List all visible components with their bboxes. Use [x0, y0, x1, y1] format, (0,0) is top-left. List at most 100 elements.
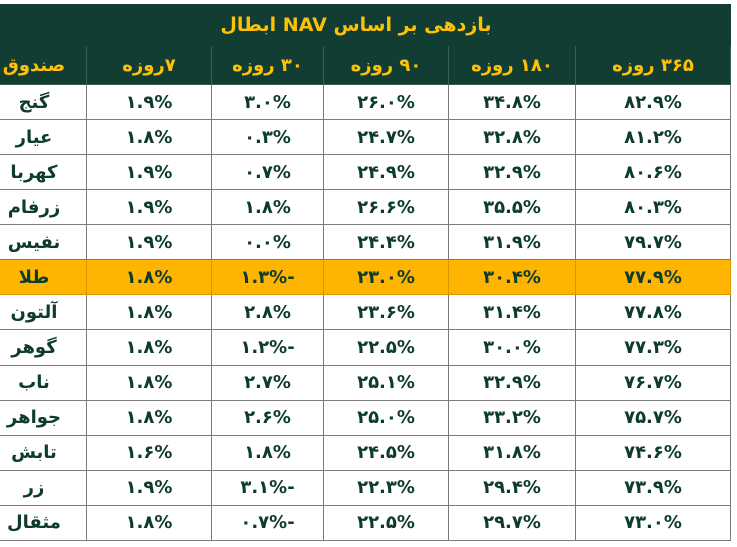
return-cell-d90: ۲۴.۹%	[323, 154, 449, 191]
return-cell-d7: ۱.۹%	[86, 189, 212, 226]
return-cell-d180: ۳۲.۹%	[448, 364, 576, 401]
table-row[interactable]: ۸۰.۳% ۳۵.۵% ۲۶.۶% ۱.۸% ۱.۹% زرفام	[0, 189, 731, 226]
column-header-fund[interactable]: صندوق	[0, 45, 88, 85]
return-cell-d365: ۷۹.۷%	[575, 224, 731, 261]
table-title: بازدهی بر اساس NAV ابطال	[0, 4, 732, 46]
column-header-365-day[interactable]: ۳۶۵ روزه	[575, 45, 731, 85]
column-header-7-day[interactable]: ۷روزه	[86, 45, 212, 85]
table-row[interactable]: ۷۴.۶% ۳۱.۸% ۲۴.۵% ۱.۸% ۱.۶% تابش	[0, 434, 731, 471]
return-cell-d90: ۲۶.۶%	[323, 189, 449, 226]
return-cell-d30: ۲.۶%	[211, 399, 324, 436]
table-row[interactable]: ۷۷.۹% ۳۰.۴% ۲۳.۰% -۱.۳% ۱.۸% طلا	[0, 259, 731, 296]
return-cell-d365: ۷۶.۷%	[575, 364, 731, 401]
table-row[interactable]: ۸۱.۲% ۳۲.۸% ۲۴.۷% ۰.۳% ۱.۸% عیار	[0, 119, 731, 156]
return-cell-d365: ۷۵.۷%	[575, 399, 731, 436]
fund-name-cell: عیار	[0, 119, 88, 156]
return-cell-d30: ۰.۰%	[211, 224, 324, 261]
fund-name-cell: زرفام	[0, 189, 88, 226]
return-cell-d7: ۱.۸%	[86, 504, 212, 542]
fund-name-cell: کهربا	[0, 154, 88, 191]
return-cell-d7: ۱.۶%	[86, 434, 212, 471]
return-cell-d365: ۸۲.۹%	[575, 83, 731, 121]
return-cell-d30: ۰.۷%	[211, 154, 324, 191]
return-cell-d180: ۳۴.۸%	[448, 83, 576, 121]
fund-name-cell: آلتون	[0, 294, 88, 331]
return-cell-d180: ۳۲.۸%	[448, 119, 576, 156]
table-row[interactable]: ۸۰.۶% ۳۲.۹% ۲۴.۹% ۰.۷% ۱.۹% کهربا	[0, 154, 731, 191]
table-row[interactable]: ۷۷.۸% ۳۱.۴% ۲۳.۶% ۲.۸% ۱.۸% آلتون	[0, 294, 731, 331]
return-cell-d7: ۱.۸%	[86, 294, 212, 331]
return-cell-d90: ۲۴.۷%	[323, 119, 449, 156]
return-cell-d180: ۳۱.۹%	[448, 224, 576, 261]
return-cell-d90: ۲۴.۵%	[323, 434, 449, 471]
column-header-row: ۳۶۵ روزه ۱۸۰ روزه ۹۰ روزه ۳۰ روزه ۷روزه …	[0, 45, 731, 85]
table-row[interactable]: ۷۷.۳% ۳۰.۰% ۲۲.۵% -۱.۲% ۱.۸% گوهر	[0, 329, 731, 366]
return-cell-d365: ۸۱.۲%	[575, 119, 731, 156]
return-cell-d180: ۲۹.۴%	[448, 469, 576, 506]
return-cell-d90: ۲۲.۵%	[323, 329, 449, 366]
return-cell-d365: ۸۰.۳%	[575, 189, 731, 226]
return-cell-d365: ۷۳.۰%	[575, 504, 731, 542]
return-cell-d365: ۷۷.۹%	[575, 259, 731, 296]
table-row[interactable]: ۷۵.۷% ۳۳.۲% ۲۵.۰% ۲.۶% ۱.۸% جواهر	[0, 399, 731, 436]
return-cell-d7: ۱.۸%	[86, 399, 212, 436]
return-cell-d90: ۲۶.۰%	[323, 83, 449, 121]
return-cell-d7: ۱.۹%	[86, 154, 212, 191]
return-cell-d365: ۷۴.۶%	[575, 434, 731, 471]
return-cell-d180: ۳۰.۴%	[448, 259, 576, 296]
fund-name-cell: تابش	[0, 434, 88, 471]
return-cell-d30: ۲.۸%	[211, 294, 324, 331]
return-cell-d90: ۲۲.۵%	[323, 504, 449, 542]
table-header: بازدهی بر اساس NAV ابطال ۳۶۵ روزه ۱۸۰ رو…	[0, 4, 732, 85]
table-row[interactable]: ۷۹.۷% ۳۱.۹% ۲۴.۴% ۰.۰% ۱.۹% نفیس	[0, 224, 731, 261]
column-header-90-day[interactable]: ۹۰ روزه	[323, 45, 449, 85]
return-cell-d90: ۲۳.۰%	[323, 259, 449, 296]
return-cell-d180: ۳۲.۹%	[448, 154, 576, 191]
return-cell-d180: ۳۰.۰%	[448, 329, 576, 366]
return-cell-d7: ۱.۸%	[86, 329, 212, 366]
return-cell-d365: ۷۷.۳%	[575, 329, 731, 366]
return-cell-d180: ۳۱.۴%	[448, 294, 576, 331]
return-cell-d180: ۳۱.۸%	[448, 434, 576, 471]
return-cell-d365: ۷۷.۸%	[575, 294, 731, 331]
fund-name-cell: زر	[0, 469, 88, 506]
fund-name-cell: طلا	[0, 259, 88, 296]
table-row[interactable]: ۸۲.۹% ۳۴.۸% ۲۶.۰% ۳.۰% ۱.۹% گنج	[0, 83, 731, 121]
fund-name-cell: جواهر	[0, 399, 88, 436]
table-row[interactable]: ۷۳.۰% ۲۹.۷% ۲۲.۵% -۰.۷% ۱.۸% مثقال	[0, 504, 731, 542]
fund-name-cell: مثقال	[0, 504, 88, 542]
return-cell-d365: ۸۰.۶%	[575, 154, 731, 191]
fund-name-cell: ناب	[0, 364, 88, 401]
return-cell-d90: ۲۴.۴%	[323, 224, 449, 261]
return-cell-d7: ۱.۹%	[86, 83, 212, 121]
return-cell-d30: -۳.۱%	[211, 469, 324, 506]
return-cell-d30: ۲.۷%	[211, 364, 324, 401]
table-row[interactable]: ۷۶.۷% ۳۲.۹% ۲۵.۱% ۲.۷% ۱.۸% ناب	[0, 364, 731, 401]
fund-name-cell: نفیس	[0, 224, 88, 261]
return-cell-d90: ۲۳.۶%	[323, 294, 449, 331]
column-header-180-day[interactable]: ۱۸۰ روزه	[448, 45, 576, 85]
return-cell-d30: -۱.۲%	[211, 329, 324, 366]
return-cell-d7: ۱.۸%	[86, 364, 212, 401]
table-body: ۸۲.۹% ۳۴.۸% ۲۶.۰% ۳.۰% ۱.۹% گنج ۸۱.۲% ۳۲.۸% ۲۴.۷…	[0, 83, 731, 542]
return-cell-d7: ۱.۹%	[86, 469, 212, 506]
return-cell-d30: ۰.۳%	[211, 119, 324, 156]
return-cell-d180: ۳۳.۲%	[448, 399, 576, 436]
return-cell-d30: -۱.۳%	[211, 259, 324, 296]
return-cell-d180: ۲۹.۷%	[448, 504, 576, 542]
fund-name-cell: گوهر	[0, 329, 88, 366]
table-row[interactable]: ۷۳.۹% ۲۹.۴% ۲۲.۳% -۳.۱% ۱.۹% زر	[0, 469, 731, 506]
return-cell-d365: ۷۳.۹%	[575, 469, 731, 506]
return-cell-d180: ۳۵.۵%	[448, 189, 576, 226]
return-cell-d90: ۲۵.۰%	[323, 399, 449, 436]
fund-name-cell: گنج	[0, 83, 88, 121]
return-cell-d90: ۲۲.۳%	[323, 469, 449, 506]
return-cell-d7: ۱.۸%	[86, 259, 212, 296]
return-cell-d30: ۱.۸%	[211, 189, 324, 226]
return-cell-d7: ۱.۸%	[86, 119, 212, 156]
return-cell-d30: ۳.۰%	[211, 83, 324, 121]
column-header-30-day[interactable]: ۳۰ روزه	[211, 45, 324, 85]
return-cell-d7: ۱.۹%	[86, 224, 212, 261]
table-title-row: بازدهی بر اساس NAV ابطال	[0, 4, 732, 46]
